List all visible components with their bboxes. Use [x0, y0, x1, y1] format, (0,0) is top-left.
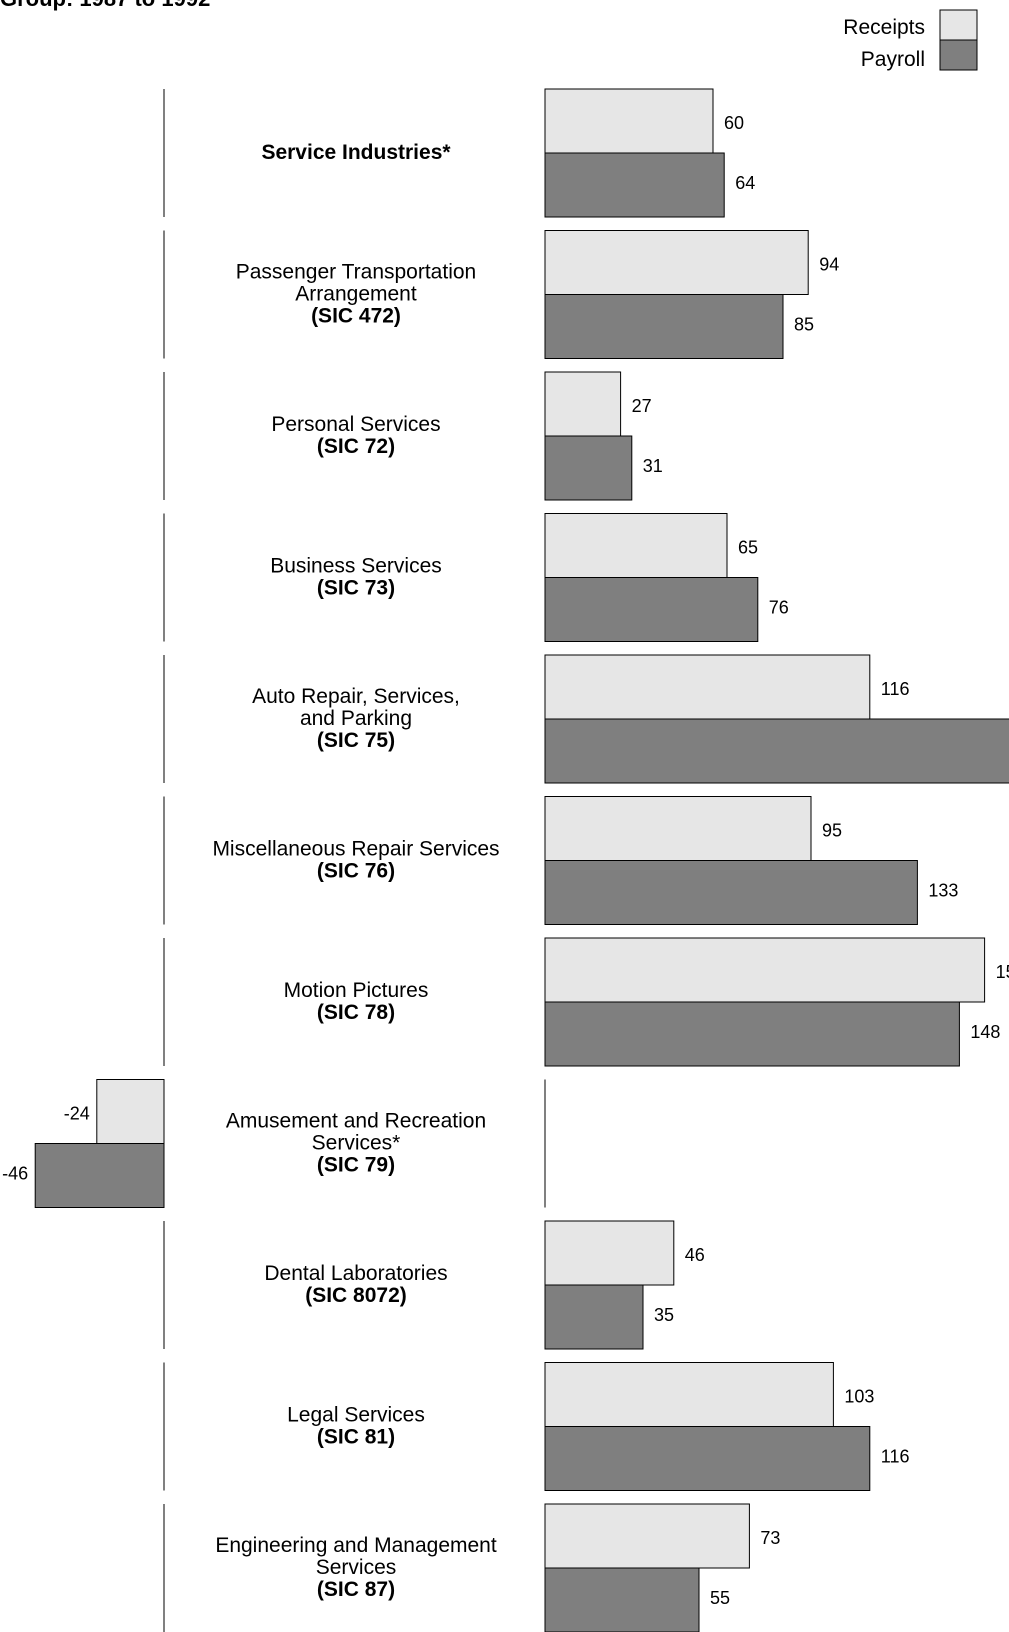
data-label-receipts-miscellaneous-repair-services: 95 — [822, 821, 842, 841]
data-label-receipts-legal-services: 103 — [844, 1387, 874, 1407]
bar-receipts-amusement-and-recreation-services — [96, 1079, 165, 1144]
legend-swatch-payroll — [939, 39, 978, 71]
legend-label-receipts: Receipts — [843, 16, 925, 39]
bar-payroll-miscellaneous-repair-services — [544, 860, 918, 925]
category-label-dental-laboratories: Dental Laboratories — [264, 1262, 447, 1285]
sic-code-label: (SIC 87) — [317, 1578, 395, 1601]
sic-code-label: (SIC 81) — [317, 1426, 395, 1449]
sic-code-label: (SIC 78) — [317, 1001, 395, 1024]
bar-payroll-amusement-and-recreation-services — [34, 1143, 165, 1208]
sic-code-label: (SIC 73) — [317, 577, 395, 600]
bar-receipts-dental-laboratories — [544, 1220, 675, 1286]
legend: Receipts Payroll — [843, 9, 978, 71]
data-label-payroll-legal-services: 116 — [881, 1447, 910, 1467]
data-label-receipts-business-services: 65 — [738, 538, 758, 558]
category-label-engineering-and-management-services: Engineering and Management — [215, 1534, 497, 1557]
bar-payroll-personal-services — [544, 435, 633, 501]
data-label-payroll-passenger-transportation-arrangement: 85 — [794, 315, 814, 335]
bar-payroll-service-industries — [544, 152, 725, 218]
bar-receipts-engineering-and-management-services — [544, 1503, 750, 1569]
bar-payroll-legal-services — [544, 1426, 871, 1491]
bar-payroll-passenger-transportation-arrangement — [544, 294, 784, 359]
data-label-payroll-motion-pictures: 148 — [970, 1022, 1000, 1042]
data-label-receipts-dental-laboratories: 46 — [685, 1245, 705, 1265]
bar-receipts-personal-services — [544, 371, 622, 437]
legend-swatch-receipts — [939, 9, 978, 41]
bar-receipts-business-services — [544, 513, 728, 578]
chart-title: Group: 1987 to 1992 — [0, 0, 210, 11]
data-label-payroll-business-services: 76 — [769, 598, 789, 618]
category-label-business-services: Business Services — [270, 555, 442, 578]
category-label-amusement-and-recreation-services: Amusement and Recreation — [226, 1110, 486, 1133]
bar-payroll-business-services — [544, 577, 759, 642]
data-label-payroll-service-industries: 64 — [735, 173, 755, 193]
bar-payroll-dental-laboratories — [544, 1284, 644, 1350]
data-label-payroll-dental-laboratories: 35 — [654, 1305, 674, 1325]
category-label-personal-services: Personal Services — [271, 413, 440, 436]
sic-code-label: (SIC 72) — [317, 435, 395, 458]
category-label-motion-pictures: Motion Pictures — [284, 979, 429, 1002]
bar-payroll-engineering-and-management-services — [544, 1567, 700, 1632]
sic-code-label: (SIC 79) — [317, 1154, 395, 1177]
data-label-receipts-engineering-and-management-services: 73 — [760, 1528, 780, 1548]
bar-receipts-miscellaneous-repair-services — [544, 796, 812, 861]
category-label-service-industries: Service Industries* — [261, 141, 451, 164]
data-label-payroll-engineering-and-management-services: 55 — [710, 1588, 730, 1608]
bar-receipts-service-industries — [544, 88, 714, 154]
bar-payroll-motion-pictures — [544, 1001, 960, 1067]
category-label-passenger-transportation-arrangement: Passenger Transportation — [236, 261, 476, 284]
data-label-payroll-miscellaneous-repair-services: 133 — [928, 881, 958, 901]
sic-code-label: (SIC 76) — [317, 860, 395, 883]
category-label-auto-repair-services-and-parking: and Parking — [300, 707, 412, 730]
category-label-passenger-transportation-arrangement: Arrangement — [295, 283, 417, 306]
data-label-receipts-auto-repair-services-and-parking: 116 — [881, 679, 910, 699]
category-label-engineering-and-management-services: Services — [316, 1556, 397, 1579]
bar-receipts-passenger-transportation-arrangement — [544, 230, 809, 295]
bar-receipts-legal-services — [544, 1362, 834, 1427]
bar-payroll-auto-repair-services-and-parking — [544, 718, 1009, 784]
plot-area: Service Industries* 60 64 Passenger Transpo… — [2, 88, 1009, 1632]
data-label-receipts-amusement-and-recreation-services: -24 — [64, 1104, 90, 1124]
data-label-payroll-personal-services: 31 — [643, 456, 663, 476]
category-label-legal-services: Legal Services — [287, 1404, 425, 1427]
sic-code-label: (SIC 75) — [317, 729, 395, 752]
category-label-amusement-and-recreation-services: Services* — [312, 1132, 401, 1155]
bar-receipts-motion-pictures — [544, 937, 986, 1003]
data-label-receipts-personal-services: 27 — [632, 396, 652, 416]
sic-code-label: (SIC 8072) — [305, 1284, 407, 1307]
data-label-payroll-amusement-and-recreation-services: -46 — [2, 1164, 28, 1184]
legend-label-payroll: Payroll — [861, 48, 925, 71]
category-label-miscellaneous-repair-services: Miscellaneous Repair Services — [212, 838, 499, 861]
category-label-auto-repair-services-and-parking: Auto Repair, Services, — [252, 685, 460, 708]
bar-receipts-auto-repair-services-and-parking — [544, 654, 871, 720]
data-label-receipts-passenger-transportation-arrangement: 94 — [819, 255, 839, 275]
data-label-receipts-service-industries: 60 — [724, 113, 744, 133]
data-label-receipts-motion-pictures: 157 — [996, 962, 1009, 982]
sic-code-label: (SIC 472) — [311, 305, 401, 328]
